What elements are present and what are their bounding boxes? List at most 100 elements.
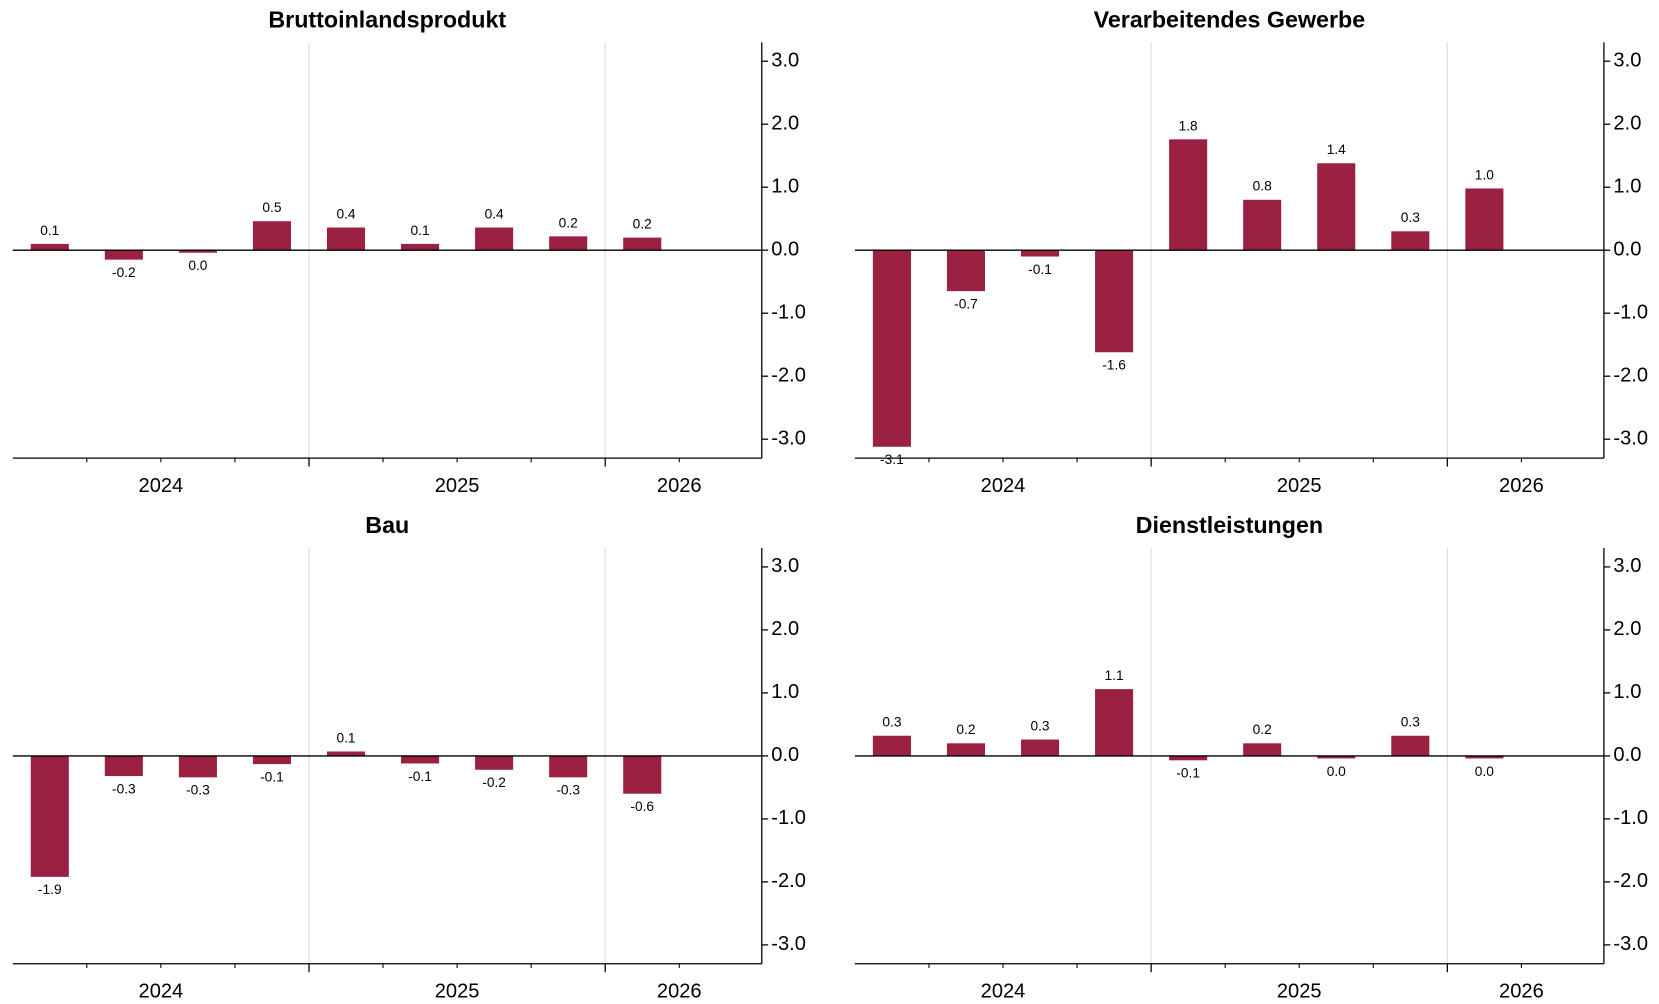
bar	[178, 250, 217, 253]
value-label: 1.4	[1327, 142, 1346, 157]
y-tick-label: 3.0	[771, 50, 799, 72]
x-group-label: 2026	[1499, 475, 1544, 497]
bar	[1095, 250, 1134, 353]
bar	[326, 751, 366, 756]
bar	[1317, 755, 1356, 759]
value-label: 0.5	[262, 200, 281, 215]
bar	[104, 755, 143, 777]
x-group-label: 2024	[139, 475, 184, 497]
y-tick-label: 0.0	[771, 744, 799, 766]
y-tick-label: 1.0	[1613, 681, 1641, 703]
x-group-label: 2026	[1499, 981, 1544, 1003]
value-label: -0.1	[260, 769, 284, 784]
x-group-label: 2024	[981, 475, 1026, 497]
y-tick-label: -3.0	[1613, 428, 1648, 450]
y-tick-label: -3.0	[771, 428, 806, 450]
y-tick-label: -2.0	[771, 870, 806, 892]
value-label: 0.0	[1327, 764, 1346, 779]
value-label: -0.2	[112, 265, 136, 280]
y-tick-label: -3.0	[1613, 933, 1648, 955]
bar	[30, 243, 69, 251]
x-group-label: 2025	[435, 475, 480, 497]
bar	[401, 243, 440, 251]
bar	[872, 735, 911, 756]
bar	[326, 227, 366, 251]
y-tick-label: 2.0	[771, 618, 799, 640]
value-label: 0.0	[1475, 764, 1494, 779]
value-label: 0.1	[40, 223, 59, 238]
value-label: 1.8	[1179, 118, 1198, 133]
value-label: 0.2	[956, 722, 975, 737]
value-label: -0.3	[186, 783, 210, 798]
y-tick-label: 1.0	[771, 681, 799, 703]
bar	[252, 755, 292, 765]
y-tick-label: -1.0	[771, 302, 806, 324]
y-tick-label: 3.0	[771, 555, 799, 577]
bar	[946, 743, 986, 756]
bar	[252, 221, 292, 251]
bar	[1465, 188, 1504, 251]
y-tick-label: -1.0	[771, 807, 806, 829]
value-label: 0.3	[1401, 210, 1420, 225]
value-label: -0.2	[482, 775, 506, 790]
bar	[623, 755, 662, 794]
value-label: 0.4	[336, 206, 355, 221]
bar	[872, 250, 911, 447]
y-tick-label: 0.0	[1613, 744, 1641, 766]
bar	[1020, 250, 1060, 257]
x-group-label: 2025	[1277, 981, 1322, 1003]
value-label: -1.9	[38, 882, 62, 897]
value-label: 0.8	[1253, 179, 1272, 194]
bar	[1465, 755, 1504, 759]
y-tick-label: 2.0	[1613, 113, 1641, 135]
value-label: 0.3	[882, 715, 901, 730]
y-tick-label: -2.0	[1613, 365, 1648, 387]
y-tick-label: -3.0	[771, 933, 806, 955]
y-tick-label: 0.0	[771, 239, 799, 261]
bar	[475, 755, 514, 770]
y-tick-label: 3.0	[1613, 50, 1641, 72]
value-label: 0.2	[633, 217, 652, 232]
x-group-label: 2026	[657, 475, 702, 497]
y-tick-label: -2.0	[1613, 870, 1648, 892]
value-label: -0.6	[630, 799, 654, 814]
chart-title: Verarbeitendes Gewerbe	[1094, 6, 1366, 32]
y-tick-label: -1.0	[1613, 302, 1648, 324]
bar	[623, 237, 662, 251]
value-label: 0.3	[1401, 715, 1420, 730]
chart-title: Bau	[365, 512, 409, 538]
x-group-label: 2026	[657, 981, 702, 1003]
bar	[1391, 231, 1430, 251]
value-label: -0.1	[1176, 766, 1200, 781]
x-group-label: 2025	[435, 981, 480, 1003]
bar	[178, 755, 217, 778]
y-tick-label: 0.0	[1613, 239, 1641, 261]
bar	[1020, 739, 1060, 756]
bar	[475, 227, 514, 251]
bar	[549, 755, 588, 778]
value-label: 0.0	[188, 258, 207, 273]
value-label: -0.1	[408, 769, 432, 784]
bar	[549, 236, 588, 251]
y-tick-label: 2.0	[1613, 618, 1641, 640]
chart-title: Bruttoinlandsprodukt	[268, 6, 506, 32]
bar	[1243, 743, 1282, 756]
bar	[104, 250, 143, 260]
chart-title: Dienstleistungen	[1136, 512, 1323, 538]
panel: Dienstleistungen 2024 2025 2026 3.0 2.0 1.0 0.0…	[854, 512, 1648, 1003]
value-label: 0.2	[1253, 722, 1272, 737]
panel: Verarbeitendes Gewerbe 2024 2025 2026 3.0 2.0…	[854, 6, 1648, 497]
x-group-label: 2024	[139, 981, 184, 1003]
bar	[1169, 755, 1208, 761]
y-tick-label: 1.0	[771, 176, 799, 198]
value-label: 1.1	[1105, 668, 1124, 683]
y-tick-label: -2.0	[771, 365, 806, 387]
y-tick-label: -1.0	[1613, 807, 1648, 829]
panel: Bruttoinlandsprodukt 2024 2025 2026 3.0 2.0 1.…	[12, 6, 806, 497]
x-group-label: 2024	[981, 981, 1026, 1003]
bar	[1095, 689, 1134, 756]
value-label: -0.7	[954, 297, 978, 312]
value-label: -0.3	[556, 783, 580, 798]
